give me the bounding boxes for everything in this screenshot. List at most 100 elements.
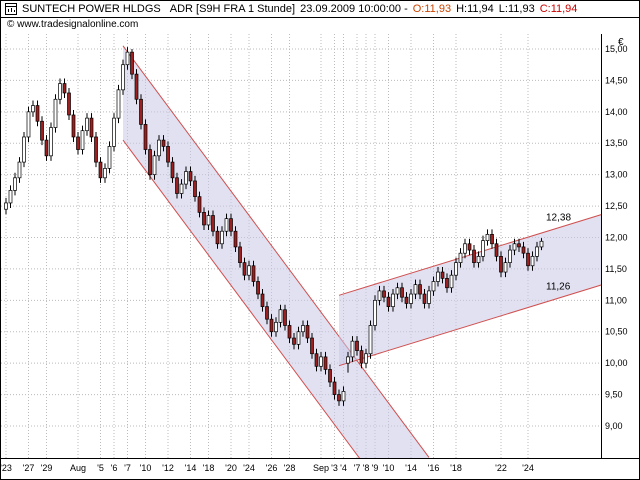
candle-body-up [368, 325, 373, 355]
downtrend-channel-lower-line [122, 139, 360, 458]
candle-body-up [413, 284, 418, 295]
svg-text:'29: '29 [41, 463, 53, 473]
candle-body-up [13, 177, 17, 191]
candle-body-up [449, 274, 454, 289]
svg-text:'9: '9 [372, 463, 379, 473]
candle-body-down [202, 212, 206, 226]
candle-body-down [355, 340, 359, 351]
candle-body-up [454, 262, 458, 276]
candle-body-up [179, 183, 184, 194]
svg-text:'24: '24 [522, 463, 534, 473]
candle-body-down [188, 171, 193, 182]
candle-body-down [98, 161, 103, 179]
channel-price-label: 11,26 [546, 282, 571, 293]
candle-body-up [463, 243, 467, 254]
candle-body-up [278, 309, 283, 323]
candle-body-up [391, 293, 395, 307]
instrument-details: ADR [S9H FRA 1 Stunde] [169, 3, 296, 15]
candle-body-down [233, 230, 238, 248]
candle-body-down [517, 243, 521, 248]
candle-body-down [418, 284, 422, 295]
candle-body-up [395, 287, 400, 295]
candle-body-down [445, 277, 449, 289]
svg-text:'3: '3 [331, 463, 338, 473]
svg-text:13,00: 13,00 [605, 170, 628, 180]
candle-body-down [256, 281, 260, 295]
candle-body-down [170, 161, 175, 179]
svg-text:14,50: 14,50 [605, 75, 628, 85]
candle-body-down [67, 92, 71, 116]
svg-text:11,00: 11,00 [605, 295, 627, 305]
candle-body-down [139, 98, 143, 125]
candle-body-down [242, 262, 247, 276]
candle-body-up [436, 271, 440, 282]
candle-body-up [476, 255, 481, 263]
svg-text:'26: '26 [266, 463, 278, 473]
svg-text:Aug: Aug [70, 463, 86, 473]
candle-body-down [260, 293, 265, 307]
candle-body-up [224, 218, 229, 232]
candle-body-down [94, 136, 98, 163]
candle-body-down [521, 246, 526, 254]
candle-body-down [148, 149, 152, 176]
candle-body-down [323, 356, 328, 370]
candle-body-up [121, 64, 125, 91]
candle-body-up [8, 190, 13, 204]
candle-body-up [53, 98, 58, 128]
quote-close: C:11,94 [539, 3, 578, 15]
candle-body-up [346, 356, 350, 364]
svg-text:15,00: 15,00 [605, 44, 628, 54]
candle-body-down [314, 353, 319, 367]
candle-body-down [494, 243, 499, 257]
svg-text:11,50: 11,50 [605, 264, 627, 274]
chart-icon [5, 3, 17, 15]
candle-body-down [166, 146, 170, 163]
svg-text:'28: '28 [284, 463, 296, 473]
candle-body-up [247, 265, 251, 276]
svg-text:12,00: 12,00 [605, 232, 628, 242]
candle-body-up [26, 111, 31, 138]
candlesticks [4, 47, 544, 406]
candle-body-down [422, 293, 427, 304]
svg-text:'14: '14 [185, 463, 197, 473]
candle-body-down [526, 252, 530, 267]
svg-text:'6: '6 [111, 463, 118, 473]
candle-body-up [296, 331, 301, 345]
candle-body-up [157, 139, 161, 157]
candle-body-down [238, 246, 242, 263]
candle-body-up [539, 240, 544, 248]
candle-body-up [4, 202, 8, 210]
currency-label: € [618, 37, 624, 48]
candle-body-up [481, 240, 485, 257]
candle-body-down [62, 83, 67, 94]
candle-body-up [503, 262, 508, 273]
downtrend-channel-fill [123, 45, 429, 458]
candle-body-up [58, 83, 62, 100]
candle-body-down [467, 243, 472, 251]
candle-body-up [530, 255, 535, 267]
candle-body-up [512, 243, 517, 251]
candle-body-up [116, 89, 121, 119]
quote-high: H:11,94 [456, 3, 494, 15]
candle-body-down [404, 296, 409, 304]
copyright-line: © www.tradesignalonline.com [7, 19, 139, 30]
candle-body-up [350, 340, 355, 358]
candle-body-up [377, 290, 382, 301]
candle-body-up [107, 146, 112, 169]
candle-body-down [292, 337, 296, 345]
candle-body-down [440, 271, 445, 279]
candle-body-up [17, 161, 22, 179]
candle-body-down [76, 136, 80, 150]
svg-text:'10: '10 [140, 463, 152, 473]
svg-text:'18: '18 [203, 463, 215, 473]
candle-body-down [472, 249, 476, 263]
svg-text:9,50: 9,50 [605, 390, 623, 400]
svg-text:'18: '18 [450, 463, 462, 473]
candle-body-down [193, 180, 197, 198]
price-chart[interactable]: 12,38 11,26 15,00 14,50 14,00 13,50 13,00 12,50… [1, 34, 640, 479]
svg-text:'23: '23 [1, 463, 12, 473]
downtrend-channel-upper-line [122, 45, 430, 458]
candle-body-up [206, 215, 211, 226]
candle-body-down [337, 394, 341, 402]
candle-body-up [364, 353, 368, 364]
